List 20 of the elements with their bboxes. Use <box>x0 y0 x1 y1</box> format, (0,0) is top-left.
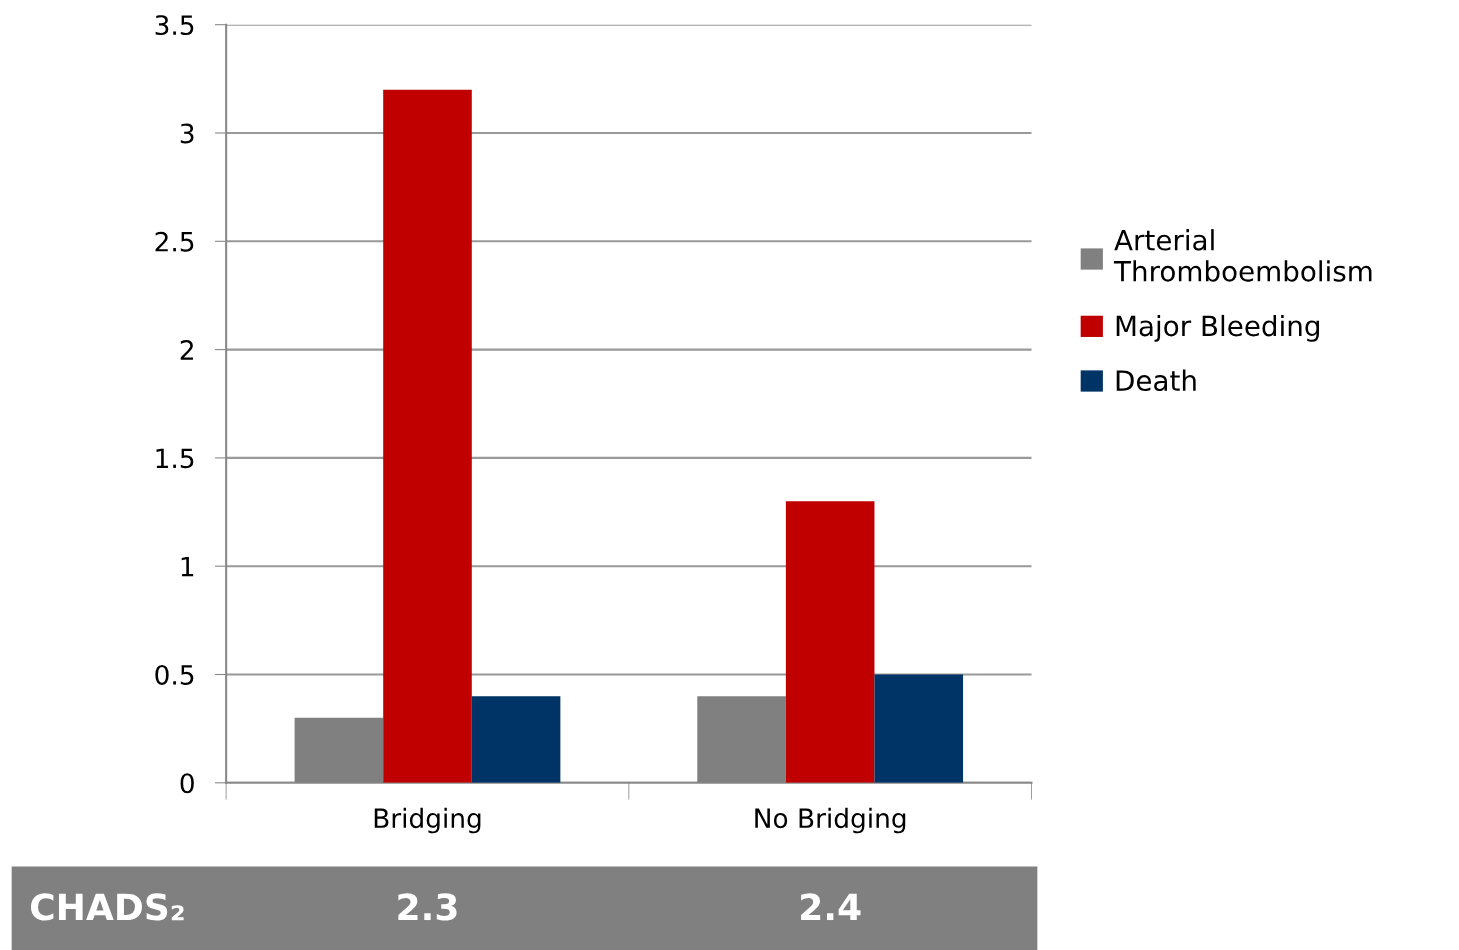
bar <box>471 696 561 783</box>
legend-label: Major Bleeding <box>1116 314 1319 342</box>
y-tick-label: 0.5 <box>155 664 194 685</box>
y-tick-label: 1.5 <box>156 448 194 469</box>
y-tick-label: 3.5 <box>155 15 194 36</box>
y-tick-label: 2.5 <box>155 231 194 252</box>
text: 2.4 <box>801 893 861 921</box>
legend-label: Arterial Thromboembolism <box>1113 229 1372 282</box>
y-tick-label: 0 <box>180 773 194 794</box>
x-tick-label: Bridging <box>374 807 481 834</box>
y-tick-label: 1 <box>181 556 194 577</box>
bar <box>785 501 875 783</box>
y-tick-label: 3 <box>180 123 194 144</box>
text: 2.3 <box>398 893 457 921</box>
bar <box>874 674 964 783</box>
bar <box>383 89 472 783</box>
legend-label: Death <box>1116 369 1196 392</box>
y-tick-label: 2 <box>180 340 193 360</box>
x-tick-label: No Bridging <box>755 807 906 834</box>
text: CHADS₂ <box>30 893 184 921</box>
